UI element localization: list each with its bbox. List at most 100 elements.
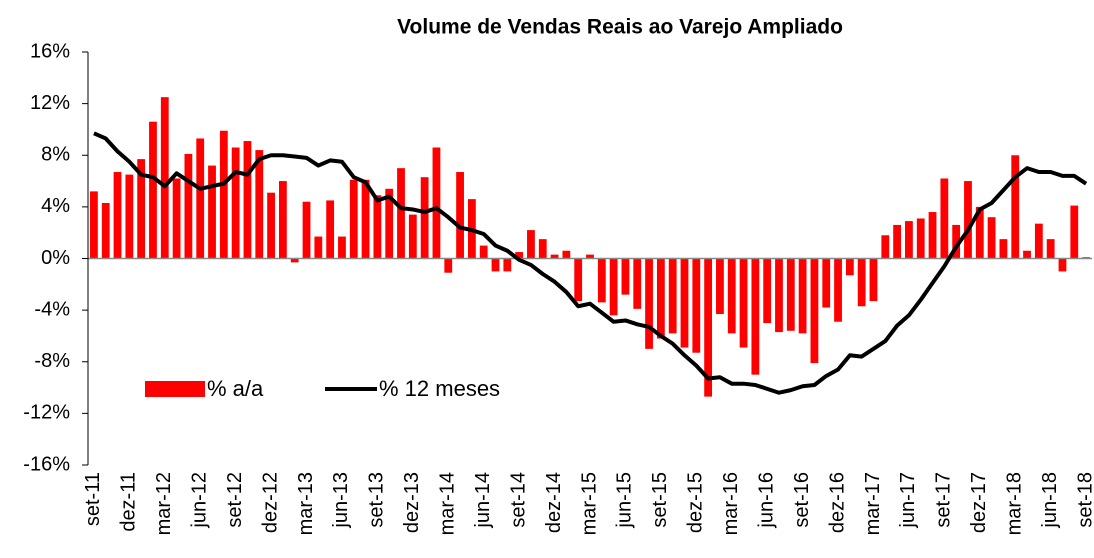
- bar: [940, 178, 949, 259]
- bar: [987, 217, 996, 259]
- x-tick-label: set-15: [649, 472, 671, 528]
- x-tick-label: mar-18: [1004, 472, 1026, 535]
- x-tick-label: dez-12: [259, 472, 281, 533]
- bar: [255, 150, 264, 259]
- bar: [775, 258, 783, 333]
- bar: [538, 239, 547, 259]
- x-tick-label: mar-15: [578, 472, 600, 535]
- x-tick-label: jun-14: [472, 472, 494, 529]
- chart-title: Volume de Vendas Reais ao Varejo Ampliad…: [397, 16, 843, 39]
- x-tick-label: set-16: [791, 472, 813, 528]
- bar: [893, 224, 902, 259]
- bar: [574, 258, 583, 302]
- x-tick-label: dez-17: [968, 472, 990, 533]
- bar: [267, 192, 275, 259]
- bar: [491, 258, 500, 272]
- bar: [479, 245, 488, 259]
- y-tick-label: 16%: [30, 40, 70, 62]
- bar: [952, 224, 961, 259]
- bar: [1023, 250, 1031, 259]
- bar: [278, 181, 287, 259]
- x-tick-label: mar-16: [720, 472, 742, 535]
- bar: [420, 177, 429, 259]
- bar: [101, 203, 110, 259]
- bar: [432, 147, 441, 259]
- x-tick-label: jun-18: [1039, 472, 1061, 529]
- bar: [916, 218, 925, 259]
- bar: [786, 258, 795, 331]
- bar: [881, 235, 890, 259]
- x-tick-label: dez-16: [826, 472, 848, 533]
- bar: [834, 258, 842, 322]
- bar: [290, 258, 299, 263]
- bar: [822, 258, 831, 308]
- x-tick-label: dez-13: [401, 472, 423, 533]
- y-tick-label: 8%: [41, 144, 70, 166]
- x-tick-label: jun-13: [330, 472, 352, 529]
- bar: [196, 138, 205, 259]
- x-tick-label: dez-11: [118, 472, 140, 532]
- bar: [798, 258, 807, 334]
- bar: [905, 221, 913, 259]
- bar: [1011, 155, 1020, 259]
- bar: [408, 214, 417, 259]
- bar: [184, 153, 193, 259]
- bar: [810, 258, 819, 364]
- bar: [527, 230, 535, 259]
- bar: [137, 159, 146, 259]
- x-tick-label: dez-15: [685, 472, 707, 533]
- x-tick-label: jun-12: [188, 472, 210, 529]
- x-tick-label: set-11: [82, 472, 104, 526]
- legend-label: % 12 meses: [379, 376, 500, 401]
- bar: [763, 258, 772, 324]
- bar: [727, 258, 736, 334]
- bar: [609, 258, 618, 316]
- bar: [208, 165, 216, 259]
- bar: [90, 191, 98, 259]
- x-tick-label: mar-14: [437, 472, 459, 535]
- bar: [172, 178, 181, 259]
- bar: [550, 254, 559, 259]
- bar: [385, 188, 394, 259]
- x-tick-label: jun-15: [614, 472, 636, 529]
- bar: [515, 252, 524, 259]
- bar: [668, 258, 677, 334]
- bar: [1046, 239, 1055, 259]
- bar: [314, 236, 323, 259]
- x-tick-label: set-18: [1074, 472, 1094, 528]
- bar: [621, 258, 630, 295]
- bar: [160, 97, 169, 259]
- x-tick-label: set-12: [224, 472, 246, 528]
- bar: [716, 258, 724, 314]
- bar: [444, 258, 453, 273]
- y-tick-label: 12%: [30, 92, 70, 114]
- bar: [1058, 258, 1067, 272]
- bar: [739, 258, 748, 348]
- bar: [149, 121, 157, 259]
- bar: [869, 258, 878, 302]
- bar: [928, 212, 937, 259]
- bar: [361, 179, 370, 259]
- legend-swatch: [145, 381, 205, 397]
- bar: [586, 254, 594, 259]
- bar: [326, 200, 335, 259]
- x-tick-label: set-17: [933, 472, 955, 528]
- x-tick-label: jun-17: [897, 472, 919, 529]
- bar: [845, 258, 854, 276]
- bar: [680, 258, 689, 348]
- x-tick-label: set-13: [366, 472, 388, 528]
- bar: [373, 195, 382, 259]
- bar: [597, 258, 606, 303]
- y-tick-label: -8%: [34, 350, 70, 372]
- bar: [243, 141, 252, 259]
- y-tick-label: -16%: [23, 453, 70, 475]
- y-tick-label: 0%: [41, 247, 70, 269]
- x-tick-label: dez-14: [543, 472, 565, 533]
- x-tick-label: mar-12: [153, 472, 175, 535]
- bar: [338, 236, 346, 259]
- y-tick-label: -4%: [34, 298, 70, 320]
- bar: [125, 174, 134, 259]
- legend-label: % a/a: [207, 376, 264, 401]
- bar: [456, 172, 464, 259]
- y-tick-label: 4%: [41, 195, 70, 217]
